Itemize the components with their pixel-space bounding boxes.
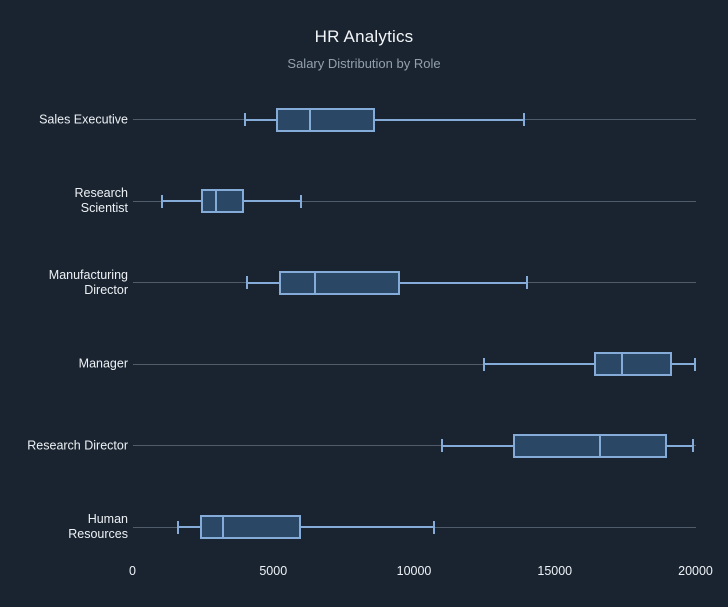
- median-line: [621, 352, 624, 376]
- x-tick-label: 15000: [537, 564, 573, 578]
- whisker-cap-max: [432, 520, 435, 534]
- whisker-line: [245, 118, 524, 121]
- whisker-cap-min: [245, 276, 248, 289]
- median-line: [308, 107, 311, 132]
- x-tick-label: 10000: [396, 564, 432, 578]
- box[interactable]: [200, 515, 302, 539]
- whisker-cap-max: [522, 113, 525, 126]
- row-baseline: [132, 363, 696, 365]
- row-baseline: [132, 200, 696, 202]
- whisker-cap-min: [483, 357, 486, 371]
- whisker-cap-min: [176, 520, 179, 534]
- whisker-cap-min: [441, 439, 444, 452]
- category-label: Manufacturing Director: [48, 267, 128, 297]
- whisker-cap-max: [691, 439, 694, 452]
- x-tick-label: 20000: [678, 564, 713, 578]
- whisker-line: [484, 363, 696, 365]
- category-label: Manager: [78, 356, 128, 371]
- chart-title: HR Analytics: [314, 27, 414, 46]
- median-line: [221, 515, 224, 539]
- category-label: Research Director: [27, 438, 128, 452]
- row-baseline: [132, 445, 696, 446]
- whisker-cap-max: [694, 357, 697, 371]
- box[interactable]: [201, 189, 244, 213]
- whisker-cap-max: [300, 194, 303, 208]
- x-tick-label: 5000: [259, 564, 288, 578]
- median-line: [214, 189, 217, 213]
- category-label: Human Resources: [68, 512, 128, 541]
- category-label: Research Scientist: [74, 186, 129, 215]
- category-label: Sales Executive: [39, 112, 128, 126]
- box[interactable]: [594, 352, 672, 376]
- whisker-cap-min: [244, 113, 247, 126]
- x-tick-label: 0: [129, 564, 136, 578]
- whisker-cap-max: [525, 276, 528, 289]
- chart-subtitle: Salary Distribution by Role: [287, 56, 441, 71]
- whisker-cap-min: [161, 194, 164, 208]
- median-line: [314, 270, 317, 295]
- median-line: [598, 433, 601, 458]
- whisker-line: [177, 526, 434, 528]
- box[interactable]: [276, 107, 375, 132]
- box[interactable]: [512, 433, 668, 458]
- box[interactable]: [278, 270, 400, 295]
